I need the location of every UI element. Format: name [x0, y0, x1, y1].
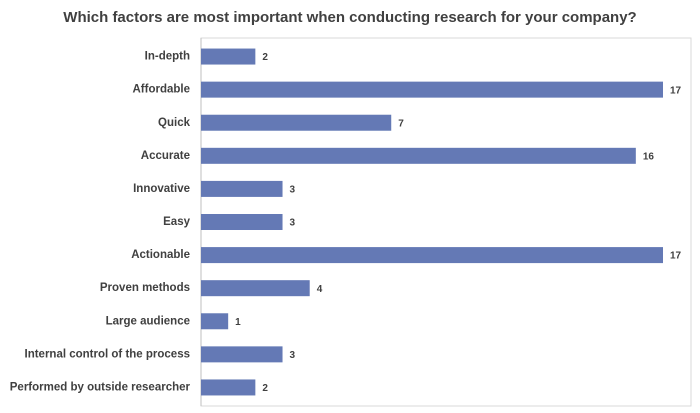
value-label: 3 [290, 350, 296, 361]
bar [201, 48, 256, 65]
value-label: 3 [290, 218, 296, 229]
value-label: 3 [290, 185, 296, 196]
bar [201, 114, 392, 131]
bar [201, 214, 283, 230]
category-label: Large audience [106, 315, 190, 327]
value-label: 7 [398, 118, 404, 129]
category-label: Quick [158, 117, 191, 129]
category-label: Accurate [141, 150, 190, 162]
bar [201, 313, 229, 330]
value-label: 16 [643, 151, 655, 162]
category-label: In-depth [145, 51, 190, 63]
value-label: 1 [235, 317, 241, 328]
value-label: 2 [262, 52, 268, 63]
value-label: 4 [317, 284, 323, 295]
value-label: 17 [670, 85, 682, 96]
bar [201, 280, 310, 297]
bar [201, 379, 256, 396]
category-label: Innovative [133, 183, 190, 195]
category-label: Internal control of the process [25, 348, 191, 360]
bar [201, 147, 636, 164]
category-label: Performed by outside researcher [10, 381, 191, 393]
bar [201, 346, 283, 363]
value-label: 17 [670, 251, 682, 262]
value-label: 2 [262, 383, 268, 394]
bar [201, 180, 283, 197]
bar [201, 247, 663, 264]
category-label: Proven methods [100, 282, 190, 294]
chart-title: Which factors are most important when co… [63, 9, 636, 26]
category-label: Easy [163, 216, 190, 228]
category-label: Affordable [133, 84, 191, 96]
bar [201, 81, 663, 98]
category-label: Actionable [131, 249, 190, 261]
